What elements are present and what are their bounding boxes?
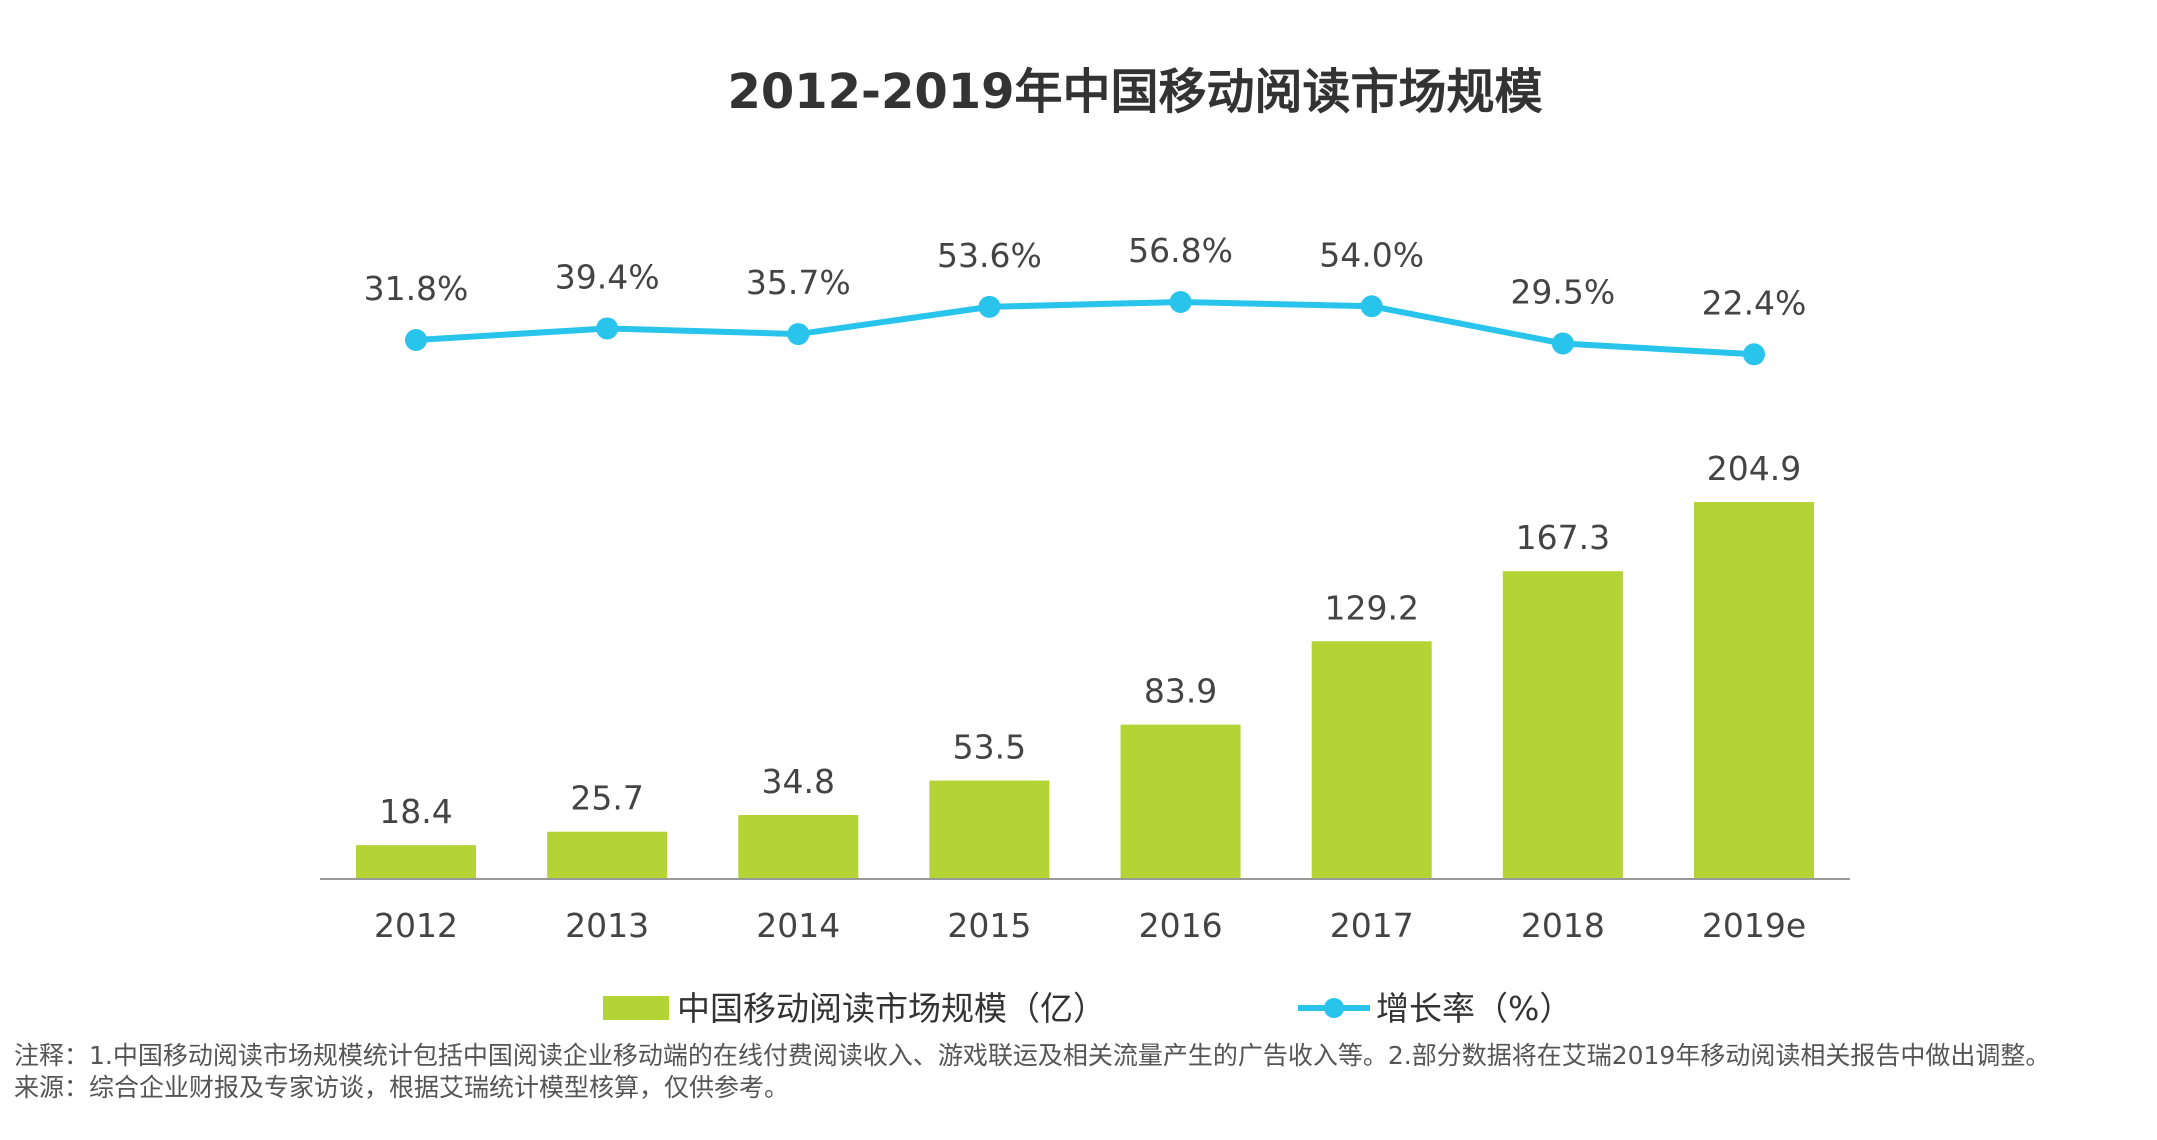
bar-value-label: 34.8: [762, 762, 835, 801]
bar-value-label: 53.5: [953, 728, 1026, 767]
x-tick-label: 2014: [756, 906, 840, 945]
growth-rate-label: 29.5%: [1510, 272, 1615, 311]
x-tick-label: 2018: [1521, 906, 1605, 945]
market-size-series: 18.4 25.7 34.8 53.5 83.9 129.2 167.3 204.9: [356, 449, 1814, 879]
x-tick-label: 2013: [565, 906, 649, 945]
bar: [547, 831, 668, 879]
chart-title: 2012-2019年中国移动阅读市场规模: [727, 64, 1542, 120]
notes: 注释：1.中国移动阅读市场规模统计包括中国阅读企业移动端的在线付费阅读收入、游戏…: [14, 1040, 2144, 1104]
bar: [1694, 502, 1814, 879]
x-axis-ticks: 2012 2013 2014 2015 2016 2017 2018 2019e: [374, 906, 1806, 945]
growth-rate-point: [787, 323, 810, 346]
growth-rate-label: 31.8%: [364, 269, 469, 308]
bar: [738, 814, 859, 879]
growth-rate-label: 35.7%: [746, 263, 851, 302]
bar: [356, 845, 476, 879]
bar-value-label: 25.7: [570, 779, 643, 818]
x-tick-label: 2015: [947, 906, 1031, 945]
growth-rate-point: [1743, 343, 1765, 366]
growth-rate-line: [415, 299, 1755, 358]
growth-rate-label: 54.0%: [1319, 235, 1424, 274]
x-tick-label: 2019e: [1702, 906, 1806, 945]
bar: [1502, 571, 1623, 879]
bar-value-label: 204.9: [1707, 449, 1801, 488]
note-line-1: 注释：1.中国移动阅读市场规模统计包括中国阅读企业移动端的在线付费阅读收入、游戏…: [14, 1041, 2051, 1070]
legend-line-marker: [1324, 998, 1344, 1018]
bar-value-label: 83.9: [1144, 672, 1217, 711]
growth-rate-point: [1551, 332, 1574, 355]
x-tick-label: 2016: [1139, 906, 1223, 945]
bar: [1120, 724, 1241, 879]
x-tick-label: 2012: [374, 906, 458, 945]
legend-bar-swatch: [603, 996, 669, 1020]
bar: [929, 780, 1050, 879]
legend: 中国移动阅读市场规模（亿） 增长率（%）: [603, 989, 1572, 1028]
growth-rate-label: 22.4%: [1702, 283, 1807, 322]
bar: [1311, 641, 1432, 879]
growth-rate-point: [978, 295, 1001, 318]
bar-value-label: 167.3: [1516, 518, 1610, 557]
legend-bar-label: 中国移动阅读市场规模（亿）: [677, 989, 1106, 1028]
growth-rate-label: 39.4%: [555, 257, 660, 296]
growth-rate-point: [1360, 295, 1383, 318]
growth-rate-point: [1169, 291, 1192, 313]
x-tick-label: 2017: [1330, 906, 1414, 945]
bar-value-label: 129.2: [1324, 588, 1418, 627]
growth-rate-label: 53.6%: [937, 236, 1042, 275]
legend-line-label: 增长率（%）: [1376, 989, 1572, 1028]
growth-rate-label: 56.8%: [1128, 231, 1233, 270]
note-line-2: 来源：综合企业财报及专家访谈，根据艾瑞统计模型核算，仅供参考。: [14, 1073, 790, 1102]
growth-rate-point: [405, 329, 427, 351]
growth-rate-series: 31.8% 39.4% 35.7% 53.6% 56.8% 54.0% 29.5% 22.4%: [364, 231, 1807, 366]
bar-value-label: 18.4: [379, 792, 452, 831]
growth-rate-point: [596, 317, 619, 340]
